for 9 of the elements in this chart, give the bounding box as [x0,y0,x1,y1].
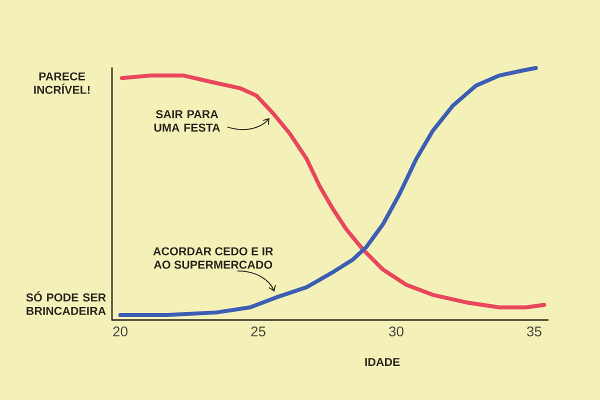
text: SAIR PARA UMA FESTA [154,110,220,132]
x-tick-label: 35 [526,326,542,336]
x-tick-label: 20 [113,326,128,336]
text: SÓ PODE SER BRINCADEIRA [26,291,106,315]
text: ACORDAR CEDO E IR AO SUPERMERCADO [153,247,274,269]
text: PARECE INCRÍVEL! [34,72,90,94]
x-tick-label: 25 [251,326,266,336]
x-axis-title: IDADE [365,358,400,366]
x-tick-label: 30 [389,326,404,336]
